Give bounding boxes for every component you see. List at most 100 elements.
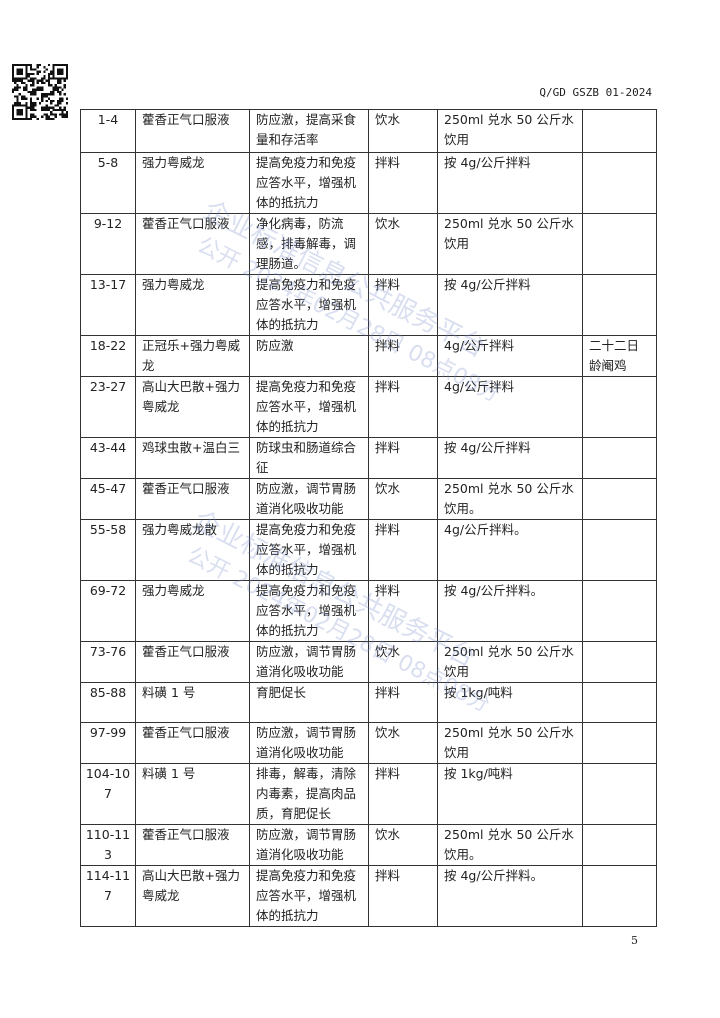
remark-cell [582,274,657,336]
remark-cell [582,213,657,275]
method-cell: 拌料 [368,274,438,336]
dosage-cell: 按 4g/公斤拌料 [437,274,583,336]
page-number: 5 [631,934,638,947]
day-range-cell: 110-113 [80,824,136,866]
day-range-cell: 43-44 [80,437,136,479]
method-cell: 饮水 [368,213,438,275]
remark-cell [582,478,657,520]
method-cell: 拌料 [368,763,438,825]
day-range-cell: 73-76 [80,641,136,683]
medicine-cell: 正冠乐+强力粤威龙 [135,335,250,377]
purpose-cell: 防应激，调节胃肠道消化吸收功能 [249,824,369,866]
remark-cell [582,580,657,642]
method-cell: 拌料 [368,376,438,438]
method-cell: 拌料 [368,335,438,377]
remark-cell [582,152,657,214]
dosage-cell: 250ml 兑水 50 公斤水饮用 [437,722,583,764]
medicine-cell: 鸡球虫散+温白三 [135,437,250,479]
dosage-cell: 4g/公斤拌料 [437,376,583,438]
dosage-cell: 250ml 兑水 50 公斤水饮用。 [437,824,583,866]
dosage-cell: 250ml 兑水 50 公斤水饮用 [437,213,583,275]
day-range-cell: 97-99 [80,722,136,764]
dosage-cell: 250ml 兑水 50 公斤水饮用。 [437,478,583,520]
method-cell: 饮水 [368,824,438,866]
dosage-cell: 250ml 兑水 50 公斤水饮用 [437,109,583,153]
table-row: 13-17 强力粤威龙 提高免疫力和免疫应答水平，增强机体的抵抗力 拌料按 4g/公斤… [80,274,657,336]
method-cell: 拌料 [368,152,438,214]
remark-cell [582,376,657,438]
purpose-cell: 提高免疫力和免疫应答水平，增强机体的抵抗力 [249,152,369,214]
table-row: 69-72 强力粤威龙 提高免疫力和免疫应答水平，增强机体的抵抗力 拌料按 4g/公斤… [80,580,657,642]
day-range-cell: 18-22 [80,335,136,377]
table-row: 85-88 料磺 1 号育肥促长 拌料按 1kg/吨料 [80,682,657,723]
remark-cell [582,824,657,866]
day-range-cell: 1-4 [80,109,136,153]
table-row: 1-4 藿香正气口服液 防应激，提高采食量和存活率 饮水 250ml 兑水 50 公斤水… [80,109,657,153]
table-row: 45-47 藿香正气口服液 防应激，调节胃肠道消化吸收功能 饮水 250ml 兑水 50… [80,478,657,520]
table-row: 104-107 料磺 1 号排毒，解毒，清除内毒素，提高肉品质，育肥促长 拌料按 1… [80,763,657,825]
medicine-cell: 强力粤威龙 [135,580,250,642]
day-range-cell: 55-58 [80,519,136,581]
purpose-cell: 提高免疫力和免疫应答水平，增强机体的抵抗力 [249,274,369,336]
table-row: 114-117 高山大巴散+强力粤威龙 提高免疫力和免疫应答水平，增强机体的抵抗力拌… [80,865,657,927]
remark-cell: 二十二日龄阉鸡 [582,335,657,377]
purpose-cell: 防球虫和肠道综合征 [249,437,369,479]
method-cell: 拌料 [368,519,438,581]
purpose-cell: 提高免疫力和免疫应答水平，增强机体的抵抗力 [249,580,369,642]
remark-cell [582,519,657,581]
medicine-cell: 藿香正气口服液 [135,824,250,866]
method-cell: 饮水 [368,641,438,683]
medicine-cell: 高山大巴散+强力粤威龙 [135,865,250,927]
dosage-cell: 按 1kg/吨料 [437,763,583,825]
medicine-cell: 高山大巴散+强力粤威龙 [135,376,250,438]
table-row: 5-8 强力粤威龙 提高免疫力和免疫应答水平，增强机体的抵抗力 拌料按 4g/公斤拌料 [80,152,657,214]
standard-code: Q/GD GSZB 01-2024 [539,86,652,99]
purpose-cell: 防应激，调节胃肠道消化吸收功能 [249,641,369,683]
method-cell: 拌料 [368,682,438,723]
medicine-cell: 藿香正气口服液 [135,478,250,520]
dosage-cell: 4g/公斤拌料。 [437,519,583,581]
purpose-cell: 提高免疫力和免疫应答水平，增强机体的抵抗力 [249,865,369,927]
day-range-cell: 69-72 [80,580,136,642]
table-row: 23-27 高山大巴散+强力粤威龙 提高免疫力和免疫应答水平，增强机体的抵抗力 拌料 4… [80,376,657,438]
method-cell: 饮水 [368,478,438,520]
table-row: 43-44 鸡球虫散+温白三 防球虫和肠道综合征 拌料按 4g/公斤拌料 [80,437,657,479]
medicine-cell: 藿香正气口服液 [135,641,250,683]
remark-cell [582,109,657,153]
dosage-cell: 按 4g/公斤拌料 [437,437,583,479]
purpose-cell: 防应激，调节胃肠道消化吸收功能 [249,478,369,520]
method-cell: 饮水 [368,722,438,764]
table-row: 110-113 藿香正气口服液 防应激，调节胃肠道消化吸收功能 饮水 250ml 兑水 … [80,824,657,866]
method-cell: 拌料 [368,580,438,642]
day-range-cell: 23-27 [80,376,136,438]
purpose-cell: 防应激，调节胃肠道消化吸收功能 [249,722,369,764]
purpose-cell: 排毒，解毒，清除内毒素，提高肉品质，育肥促长 [249,763,369,825]
method-cell: 饮水 [368,109,438,153]
day-range-cell: 114-117 [80,865,136,927]
dosage-cell: 250ml 兑水 50 公斤水饮用 [437,641,583,683]
method-cell: 拌料 [368,437,438,479]
remark-cell [582,722,657,764]
remark-cell [582,641,657,683]
table-row: 9-12 藿香正气口服液 净化病毒，防流感，排毒解毒，调理肠道。 饮水 250ml 兑水… [80,213,657,275]
day-range-cell: 5-8 [80,152,136,214]
purpose-cell: 提高免疫力和免疫应答水平，增强机体的抵抗力 [249,376,369,438]
dosage-cell: 按 4g/公斤拌料。 [437,865,583,927]
dosage-cell: 按 1kg/吨料 [437,682,583,723]
medicine-cell: 强力粤威龙 [135,274,250,336]
medicine-cell: 料磺 1 号 [135,682,250,723]
purpose-cell: 防应激，提高采食量和存活率 [249,109,369,153]
medication-schedule-table: 1-4 藿香正气口服液 防应激，提高采食量和存活率 饮水 250ml 兑水 50 公斤水… [80,109,657,927]
day-range-cell: 9-12 [80,213,136,275]
day-range-cell: 104-107 [80,763,136,825]
qr-code [12,64,68,120]
day-range-cell: 13-17 [80,274,136,336]
remark-cell [582,682,657,723]
medicine-cell: 强力粤威龙 [135,152,250,214]
table-row: 73-76 藿香正气口服液 防应激，调节胃肠道消化吸收功能 饮水 250ml 兑水 50… [80,641,657,683]
day-range-cell: 85-88 [80,682,136,723]
table-row: 18-22 正冠乐+强力粤威龙 防应激 拌料 4g/公斤拌料 二十二日龄阉鸡 [80,335,657,377]
medicine-cell: 藿香正气口服液 [135,109,250,153]
remark-cell [582,763,657,825]
medicine-cell: 藿香正气口服液 [135,722,250,764]
